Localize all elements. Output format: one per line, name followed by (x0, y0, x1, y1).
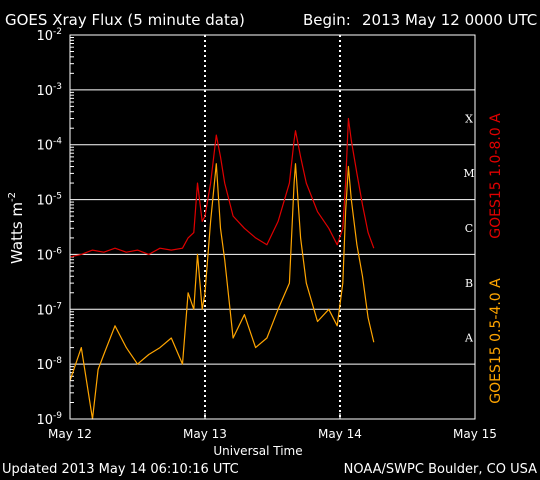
x-tick-label: May 14 (318, 427, 362, 441)
plot-area: 10-9 10-8 10-7 10-6 10-5 10-4 10-3 10-2 May 12 Ma… (36, 27, 496, 441)
svg-text:Watts m-2: Watts m-2 (7, 192, 26, 264)
y-axis-label-text: Watts m (8, 202, 26, 264)
x-tick-label: May 12 (48, 427, 92, 441)
y-tick-label: 10-4 (36, 137, 62, 154)
flare-class-label: B (465, 277, 473, 290)
legend-long-channel: GOES15 1.0-8.0 A (488, 113, 504, 239)
begin-label: Begin: (303, 11, 351, 29)
chart-title: GOES Xray Flux (5 minute data) (5, 11, 245, 29)
updated-timestamp: Updated 2013 May 14 06:10:16 UTC (2, 462, 239, 477)
legend-short-channel: GOES15 0.5-4.0 A (488, 278, 504, 404)
y-tick-label: 10-2 (36, 27, 62, 44)
x-axis-label: Universal Time (213, 444, 302, 458)
series-line-long-channel (69, 117, 375, 258)
credit-text: NOAA/SWPC Boulder, CO USA (344, 462, 537, 477)
x-tick-label: May 15 (453, 427, 497, 441)
flare-class-label: C (465, 222, 473, 235)
flare-class-label: X (465, 112, 473, 125)
flare-class-label: A (464, 332, 474, 345)
y-tick-label: 10-6 (36, 246, 62, 263)
flare-class-label: M (463, 167, 474, 180)
series-line-short-channel (69, 163, 375, 420)
y-axis-label-exponent: -2 (7, 192, 18, 202)
y-tick-label: 10-8 (36, 356, 62, 373)
y-tick-label: 10-5 (36, 192, 62, 209)
x-tick-label: May 13 (183, 427, 227, 441)
y-tick-label: 10-9 (36, 411, 62, 428)
legend-short-channel-label: GOES15 0.5-4.0 A (488, 278, 504, 404)
y-tick-label: 10-7 (36, 301, 62, 318)
y-axis-label: Watts m-2 (7, 192, 26, 264)
y-tick-label: 10-3 (36, 82, 62, 99)
legend-long-channel-label: GOES15 1.0-8.0 A (488, 113, 504, 239)
plot-frame (69, 34, 476, 420)
begin-value: 2013 May 12 0000 UTC (362, 11, 537, 29)
